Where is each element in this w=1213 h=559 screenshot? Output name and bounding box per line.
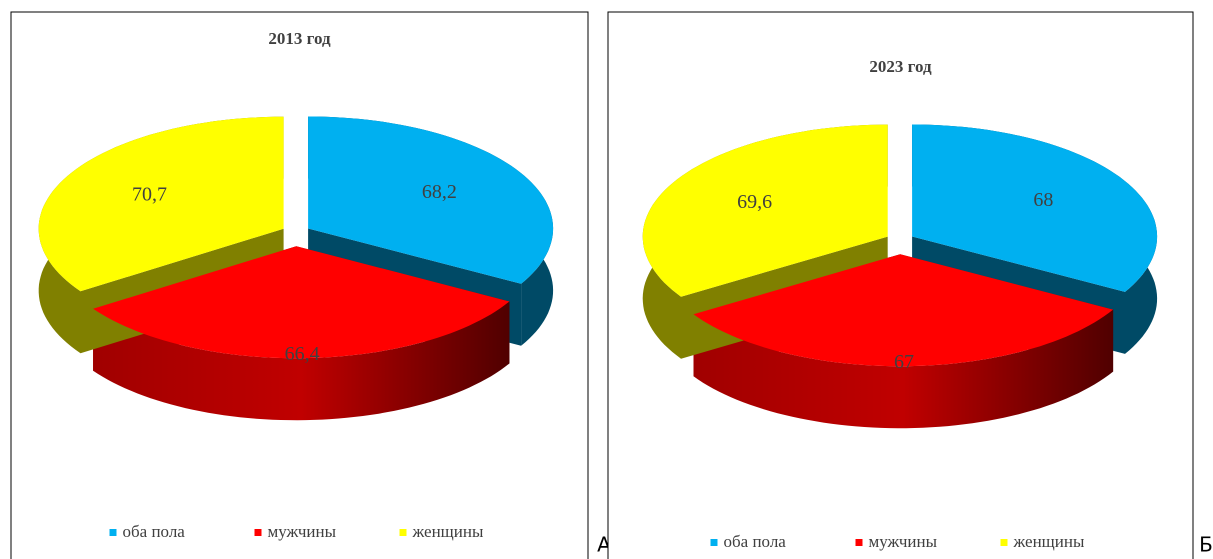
slice	[693, 254, 1114, 367]
data-label: 66,4	[285, 343, 320, 365]
slice	[38, 116, 284, 292]
slice	[93, 246, 510, 359]
slice	[912, 124, 1158, 292]
slice	[308, 116, 554, 284]
data-label: 70,7	[132, 184, 167, 206]
legend-label: женщины	[412, 522, 484, 541]
legend-label: мужчины	[869, 532, 938, 551]
slice-side	[693, 309, 1114, 429]
data-label: 68,2	[422, 181, 457, 203]
data-label: 69,6	[737, 191, 772, 213]
pie-chart: 2013 год 68,2 66,4 70,7 оба пола мужчины женщи…	[10, 11, 589, 559]
pie-chart: 2023 год 68 67 69,6 оба пола мужчины женщины	[607, 11, 1194, 559]
legend-swatch	[109, 529, 117, 536]
data-label: 68	[1033, 189, 1053, 211]
legend-swatch	[855, 539, 863, 546]
legend-swatch	[399, 529, 407, 536]
legend-swatch	[254, 529, 262, 536]
legend-label: оба пола	[724, 532, 787, 551]
panel-label: Б	[1199, 533, 1213, 557]
legend-label: мужчины	[268, 522, 337, 541]
legend-label: женщины	[1013, 532, 1085, 551]
legend-label: оба пола	[123, 522, 186, 541]
chart-title: 2023 год	[869, 57, 932, 76]
slice	[642, 124, 888, 297]
legend-swatch	[1000, 539, 1008, 546]
data-label: 67	[894, 351, 914, 373]
chart-title: 2013 год	[268, 29, 331, 48]
legend-swatch	[710, 539, 718, 546]
slice-side	[93, 301, 510, 421]
